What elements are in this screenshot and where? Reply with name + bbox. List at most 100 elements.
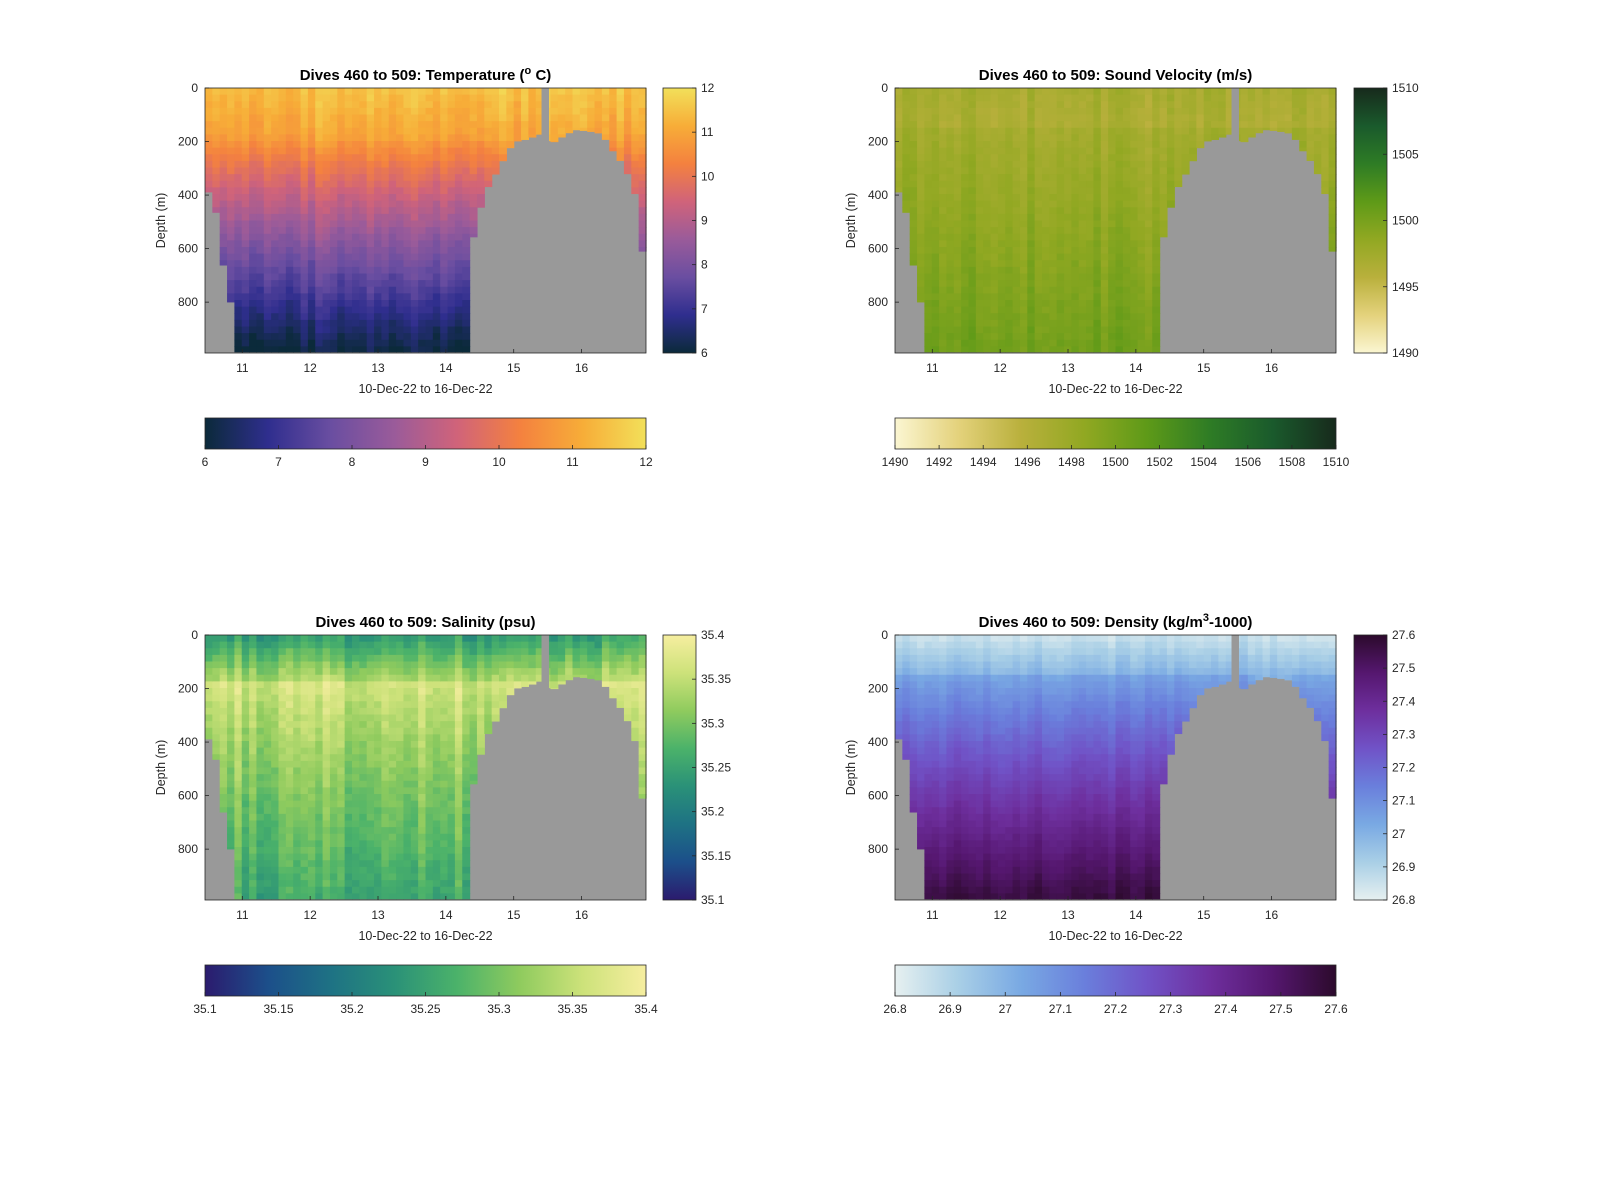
heatmap-cell [344,280,353,288]
heatmap-cell [1086,273,1095,281]
heatmap-cell [418,820,427,828]
heatmap-cell [491,88,500,96]
heatmap-cell [609,141,618,149]
heatmap-cell [1328,147,1337,155]
heatmap-cell [1108,266,1117,275]
heatmap-cell [219,727,228,735]
heatmap-cell [968,101,977,109]
heatmap-cell [631,180,640,188]
heatmap-cell [521,654,529,663]
heatmap-cell [381,240,390,248]
heatmap-cell [447,280,456,288]
heatmap-cell [484,127,493,135]
heatmap-cell [447,207,456,215]
heatmap-cell [205,714,213,722]
heatmap-cell [521,114,529,122]
heatmap-cell [1078,333,1087,341]
heatmap-cell [579,121,588,129]
heatmap-cell [293,827,302,835]
heatmap-cell [1093,280,1102,288]
heatmap-cell [300,760,309,769]
heatmap-cell [1144,333,1153,341]
heatmap-cell [1247,114,1256,122]
heatmap-cell [983,326,992,334]
heatmap-cell [381,94,390,102]
heatmap-cell [440,220,449,228]
heatmap-cell [403,866,412,875]
heatmap-cell [359,714,368,722]
heatmap-cell [1042,227,1050,235]
heatmap-cell [307,134,316,142]
heatmap-cell [1166,134,1175,142]
heatmap-cell [1122,187,1131,195]
heatmap-cell [1005,107,1014,116]
heatmap-cell [462,654,471,663]
heatmap-cell [374,807,382,815]
heatmap-cell [447,114,456,122]
heatmap-cell [425,794,434,802]
heatmap-cell [205,88,213,96]
heatmap-cell [271,853,280,861]
heatmap-cell [263,701,272,709]
heatmap-cell [491,160,500,169]
heatmap-cell [418,240,427,248]
heatmap-cell [440,94,449,102]
heatmap-cell [499,88,507,96]
heatmap-cell [249,820,258,828]
heatmap-cell [953,273,962,281]
heatmap-cell [1247,127,1256,135]
heatmap-cell [1152,207,1161,215]
heatmap-cell [909,213,918,222]
heatmap-cell [425,747,434,755]
heatmap-cell [219,134,228,142]
heatmap-cell [557,127,566,135]
heatmap-cell [469,661,478,669]
heatmap-cell [1027,88,1036,96]
heatmap-cell [1012,319,1021,328]
heatmap-cell [278,339,287,347]
heatmap-cell [418,747,427,755]
heatmap-cell [271,306,280,314]
heatmap-cell [329,220,338,228]
heatmap-cell [388,134,397,142]
heatmap-cell [212,154,221,162]
heatmap-cell [909,101,918,109]
heatmap-cell [469,121,478,129]
heatmap-cell [521,674,529,682]
heatmap-cell [256,227,265,235]
heatmap-cell [469,741,478,749]
heatmap-cell [263,167,272,175]
heatmap-cell [425,300,434,308]
heatmap-cell [352,200,360,208]
heatmap-cell [1027,134,1036,142]
heatmap-cell [307,107,316,116]
heatmap-cell [1166,127,1175,135]
heatmap-cell [528,648,537,656]
heatmap-cell [381,286,390,294]
heatmap-cell [410,339,419,347]
heatmap-cell [609,681,618,689]
heatmap-cell [1108,253,1117,261]
heatmap-cell [1005,101,1014,109]
heatmap-cell [374,326,382,334]
heatmap-cell [1086,167,1095,175]
heatmap-cell [440,734,449,742]
heatmap-cell [469,107,478,116]
heatmap-cell [454,107,463,116]
heatmap-cell [983,306,992,314]
heatmap-cell [315,754,324,762]
heatmap-cell [601,635,610,643]
heatmap-cell [1012,207,1021,215]
heatmap-cell [425,88,434,96]
heatmap-cell [931,300,940,308]
heatmap-cell [513,654,522,663]
heatmap-cell [939,227,948,235]
heatmap-cell [256,339,265,347]
heatmap-cell [1144,233,1153,241]
heatmap-cell [1122,273,1131,281]
heatmap-cell [271,101,280,109]
heatmap-cell [1086,319,1095,328]
heatmap-cell [961,293,970,301]
heatmap-cell [322,134,331,142]
heatmap-cell [293,260,302,268]
